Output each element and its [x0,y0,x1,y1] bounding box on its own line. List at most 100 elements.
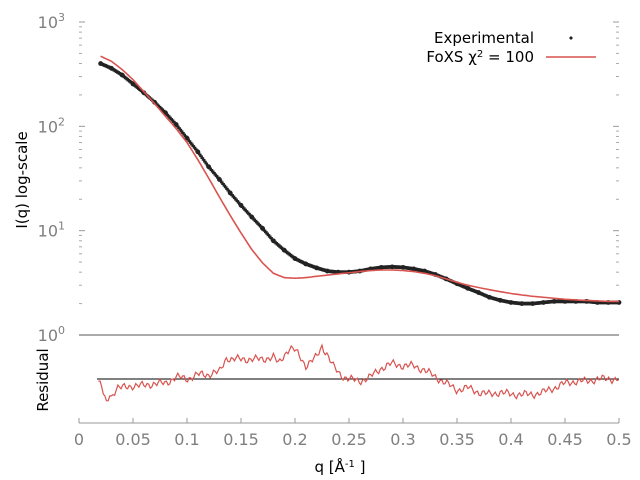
experimental-sample [556,299,560,304]
experimental-sample [208,165,211,170]
experimental-sample [511,300,514,305]
legend-label-experimental: Experimental [434,29,534,47]
experimental-sample [271,238,275,243]
experimental-sample [205,162,209,167]
experimental-sample [209,167,212,172]
experimental-sample [276,243,280,247]
experimental-sample [545,300,548,304]
experimental-sample [493,296,496,301]
experimental-sample [564,299,568,304]
experimental-sample [297,258,301,263]
experimental-sample [425,270,429,274]
experimental-sample [234,197,237,201]
experimental-sample [229,191,232,195]
experimental-sample [258,223,262,228]
experimental-sample [593,300,596,304]
experimental-sample [247,211,250,216]
q-axis-tick-label: 0.2 [282,430,307,449]
experimental-sample [560,299,564,304]
experimental-sample [485,294,489,298]
experimental-sample [125,76,128,81]
experimental-sample [414,267,417,272]
experimental-sample [599,300,603,305]
experimental-sample [133,83,136,87]
experimental-sample [135,85,139,89]
experimental-sample [212,170,215,175]
experimental-sample [483,293,486,297]
experimental-sample [407,266,411,271]
experimental-sample [169,116,172,121]
experimental-sample [420,268,424,273]
experimental-sample [248,212,251,217]
tick-base: 10 [38,326,58,345]
experimental-sample [197,151,201,156]
experimental-sample [416,267,420,272]
experimental-sample [590,300,593,304]
experimental-sample [580,299,583,304]
experimental-sample [122,74,126,79]
experimental-sample [225,186,228,190]
residual-line [98,343,619,402]
experimental-sample [516,301,520,305]
experimental-sample [322,268,325,272]
experimental-sample [541,300,544,305]
q-axis-tick-label: 0.1 [174,430,199,449]
q-axis-tick-label: 0.5 [606,430,631,449]
experimental-sample [302,261,306,265]
experimental-sample [427,270,430,275]
experimental-sample [428,270,431,275]
experimental-sample [568,299,571,304]
experimental-sample [214,173,218,178]
experimental-sample [615,300,618,305]
experimental-sample [108,65,111,70]
experimental-sample [310,264,314,268]
experimental-sample [230,192,233,197]
experimental-sample [510,300,513,305]
experimental-sample [183,133,187,138]
experimental-sample [173,120,176,125]
experimental-sample [585,299,588,304]
experimental-sample [306,262,310,267]
experimental-sample [502,299,505,303]
series-foxs-line [100,55,619,303]
experimental-sample [492,296,495,301]
intensity-y-tick-label: 100 [38,324,65,345]
experimental-sample [586,299,590,304]
experimental-sample [101,62,105,67]
experimental-sample [324,268,328,273]
experimental-sample [244,208,247,213]
experimental-sample [240,204,244,209]
experimental-sample [366,267,369,272]
experimental-sample [100,62,104,66]
experimental-sample [508,300,512,305]
experimental-sample [260,225,263,229]
experimental-sample [536,301,539,305]
experimental-sample [112,67,115,72]
experimental-sample [389,265,393,269]
experimental-sample [161,108,165,113]
experimental-sample [134,84,137,88]
experimental-sample [551,299,555,304]
experimental-sample [261,226,264,231]
experimental-sample [232,195,236,200]
tick-base: 10 [38,13,58,32]
experimental-sample [572,299,575,304]
experimental-sample [379,265,382,270]
experimental-sample [578,299,582,304]
experimental-sample [204,160,207,165]
experimental-sample [575,299,578,304]
experimental-sample [381,265,385,270]
experimental-sample [453,280,456,285]
experimental-sample [607,300,610,305]
experimental-sample [210,168,214,173]
experimental-sample [124,75,127,80]
experimental-sample [178,127,181,131]
experimental-sample [138,87,141,91]
experimental-sample [376,266,380,270]
experimental-sample [221,181,224,185]
experimental-sample [300,259,303,264]
experimental-sample [103,63,106,68]
experimental-sample [563,299,566,304]
